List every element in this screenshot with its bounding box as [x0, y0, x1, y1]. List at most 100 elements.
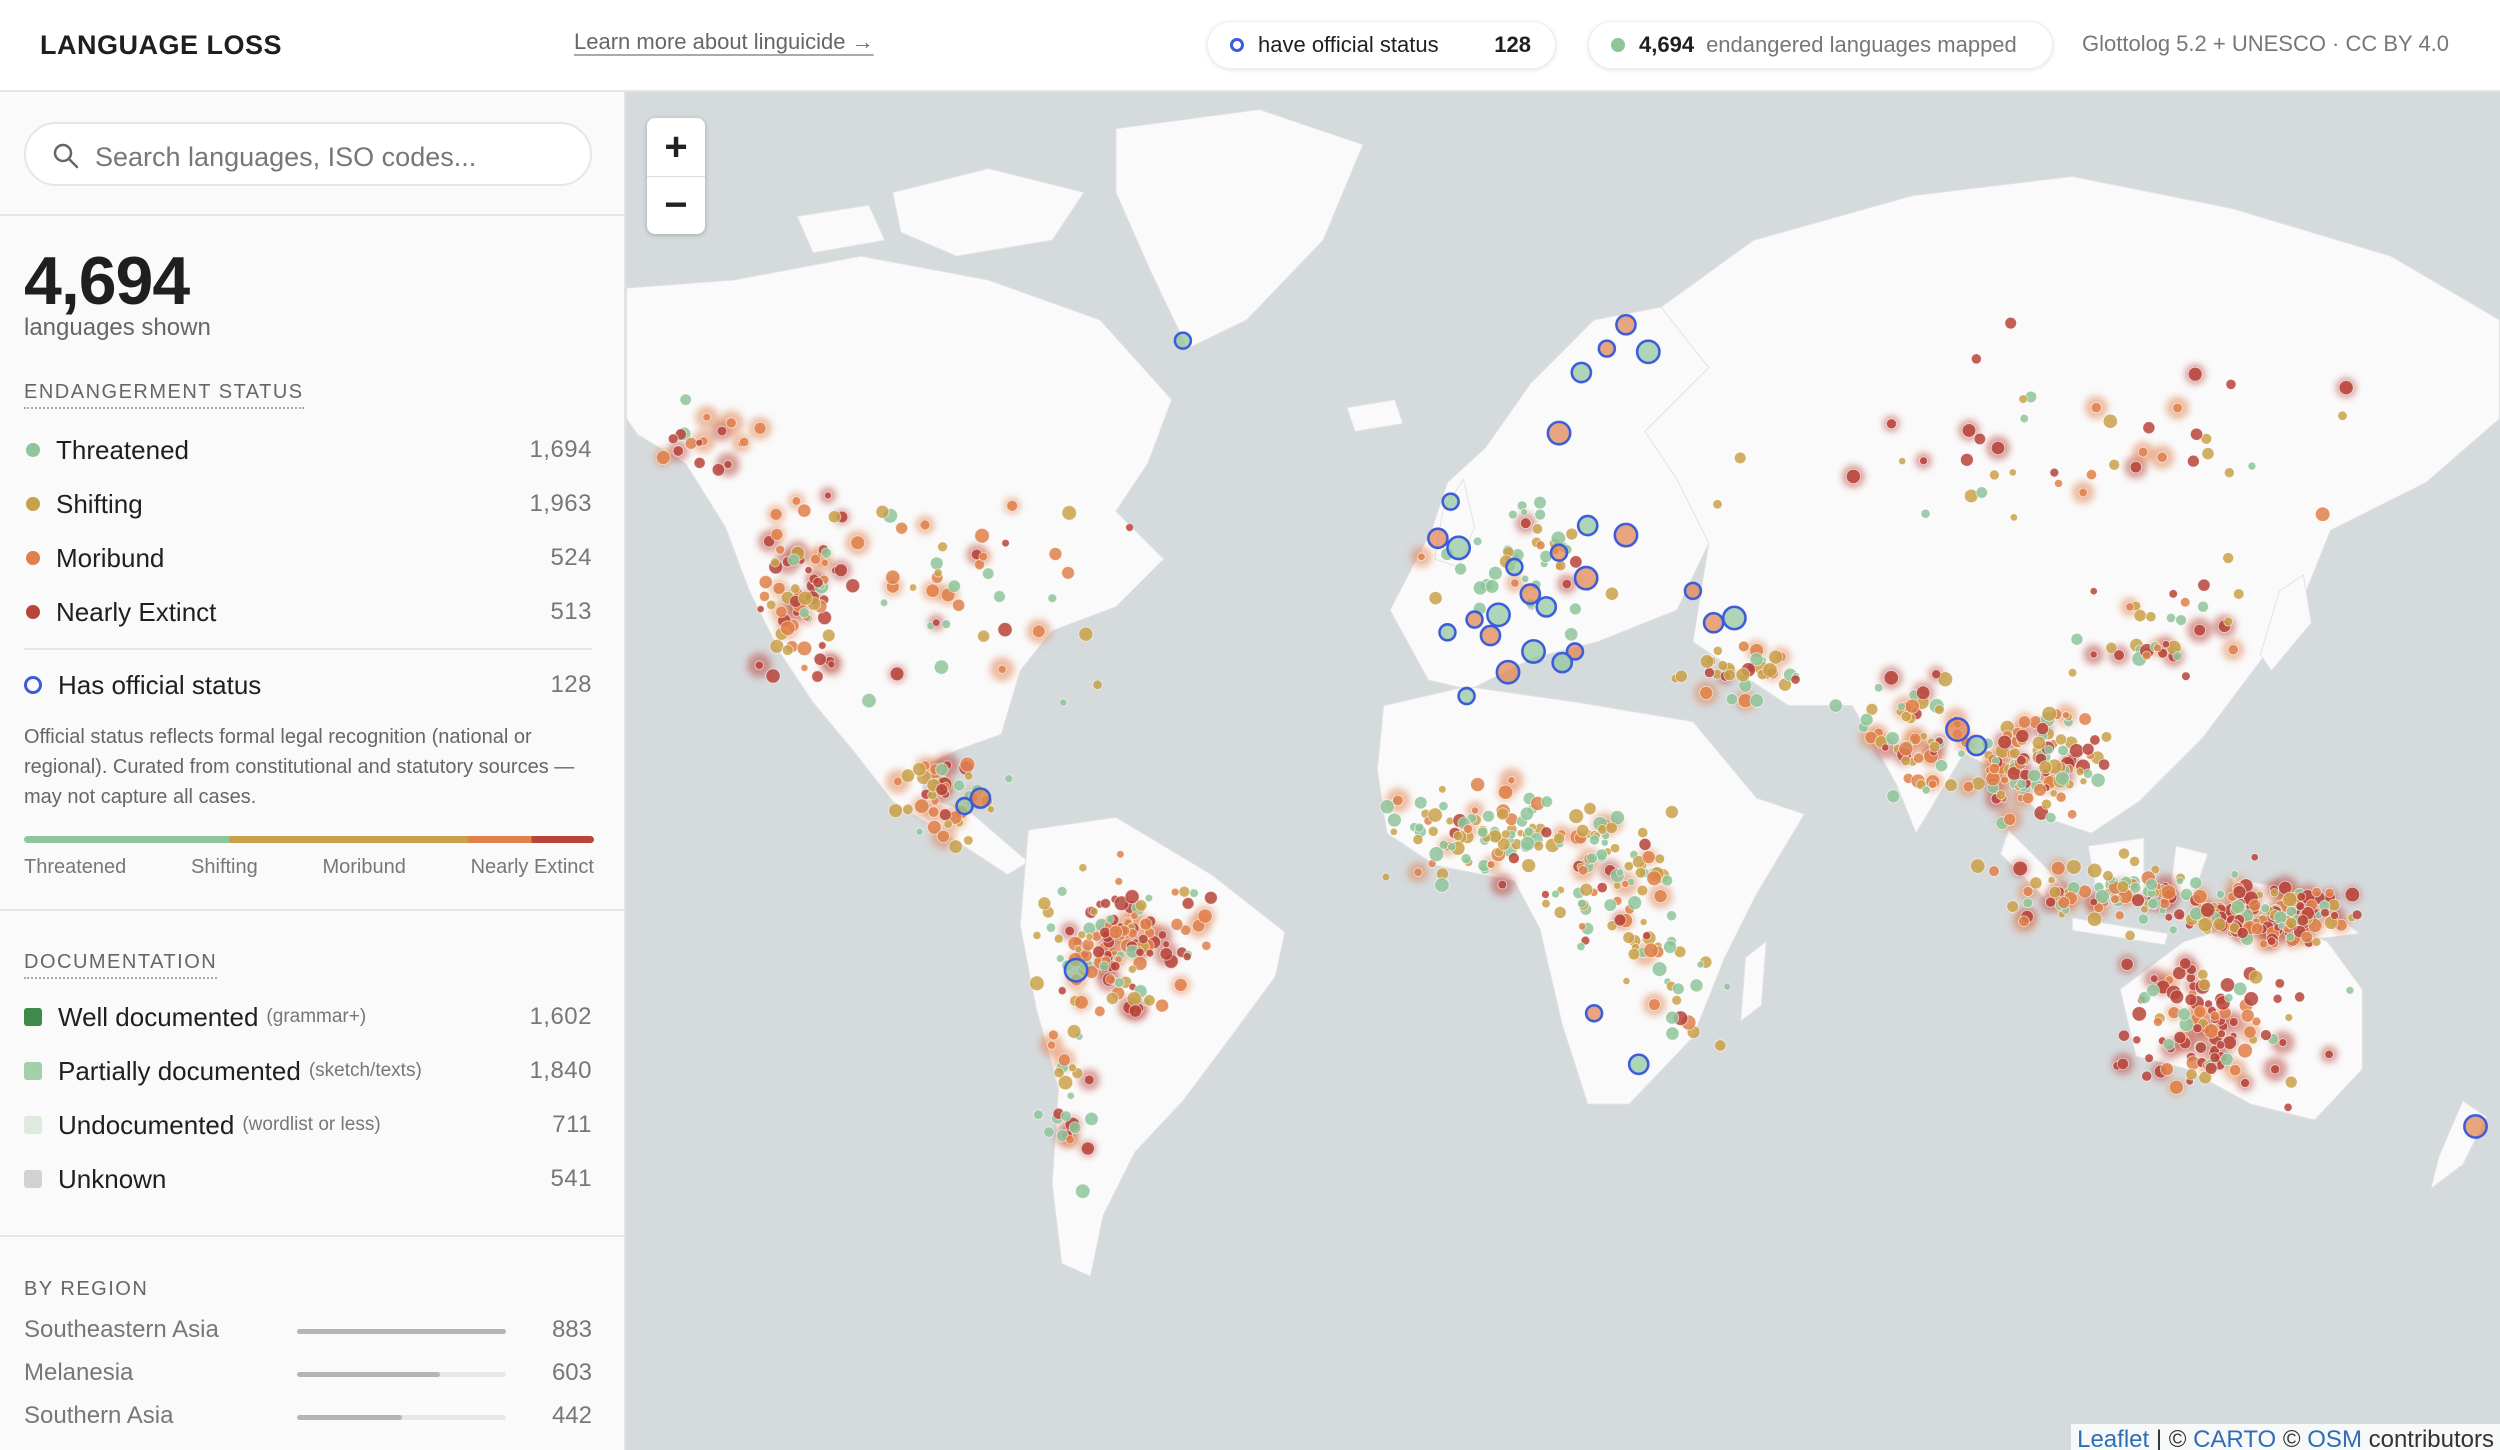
header: LANGUAGE LOSS Learn more about linguicid… [0, 0, 2500, 92]
language-dots [655, 316, 2363, 1199]
language-dot [1541, 899, 1551, 909]
language-dot [2198, 978, 2211, 992]
language-dot [1497, 784, 1514, 800]
language-dot [2185, 1068, 2198, 1081]
language-dot [2233, 981, 2248, 997]
language-dot [1484, 579, 1500, 594]
language-dot [2217, 1029, 2226, 1039]
attribution-link[interactable]: Leaflet [2077, 1426, 2150, 1450]
language-dot [953, 779, 966, 792]
language-dot [2225, 378, 2237, 390]
language-dot [2338, 380, 2354, 396]
language-dot [1665, 1010, 1679, 1025]
language-dot [2232, 885, 2247, 899]
legend-row[interactable]: Partially documented (sketch/texts) 1,840 [24, 1051, 592, 1091]
attribution-link[interactable]: OSM [2307, 1426, 2362, 1450]
language-dot [1057, 986, 1067, 996]
official-ring [1441, 492, 1460, 511]
language-dot [1883, 670, 1899, 686]
region-row[interactable]: Southeastern Asia 883 [24, 1314, 592, 1348]
language-dot [827, 510, 841, 524]
language-dot [1749, 693, 1764, 708]
language-dot [1540, 795, 1553, 808]
language-dot [2009, 747, 2021, 760]
language-dot [2054, 478, 2063, 488]
legend-row[interactable]: Shifting 1,963 [24, 484, 592, 524]
legend-row[interactable]: Well documented (grammar+) 1,602 [24, 997, 592, 1037]
status-dot [26, 497, 40, 511]
language-dot [1048, 1029, 1059, 1041]
language-dot [986, 805, 995, 814]
region-row[interactable]: Melanesia 603 [24, 1357, 592, 1391]
language-dot [753, 421, 767, 435]
language-dot [2224, 993, 2234, 1003]
language-dot [2222, 1035, 2237, 1050]
region-label: Southeastern Asia [24, 1316, 219, 1343]
language-dot [2197, 578, 2211, 592]
language-dot [2344, 886, 2361, 903]
legend-row[interactable]: Has official status 128 [24, 665, 592, 705]
language-dot [1609, 810, 1625, 826]
language-dot [1885, 731, 1900, 746]
language-dot [2048, 885, 2062, 899]
language-dot [812, 577, 824, 589]
language-dot [1561, 578, 1572, 590]
legend-row[interactable]: Nearly Extinct 513 [24, 592, 592, 632]
language-dot [2089, 650, 2098, 659]
map[interactable]: + − Leaflet | © CARTO © OSM contributors [626, 92, 2500, 1450]
zoom-out[interactable]: − [647, 176, 705, 234]
language-dot [1085, 932, 1094, 941]
language-dot [2194, 1041, 2207, 1054]
language-dot [2330, 911, 2339, 920]
language-dot [1128, 1004, 1142, 1018]
language-dot [2193, 1005, 2207, 1019]
language-dot [2243, 1025, 2257, 1039]
divider [0, 1235, 624, 1237]
language-dot [1615, 868, 1625, 877]
search-box[interactable]: Search languages, ISO codes... [24, 122, 592, 186]
legend-row[interactable]: Moribund 524 [24, 538, 592, 578]
official-ring [1573, 565, 1599, 591]
language-dot [2324, 1049, 2334, 1059]
language-dot [1699, 686, 1714, 700]
language-dot [1126, 991, 1142, 1007]
language-dot [963, 835, 974, 846]
legend-label: Has official status [58, 669, 262, 700]
language-dot [1613, 881, 1622, 890]
language-dot [1414, 796, 1428, 810]
legend-row[interactable]: Undocumented (wordlist or less) 711 [24, 1105, 592, 1145]
language-dot [804, 566, 813, 575]
region-row[interactable]: Southern Asia 442 [24, 1400, 592, 1434]
language-dot [811, 670, 824, 683]
language-dot [1124, 889, 1140, 905]
language-dot [1048, 547, 1063, 561]
language-dot [1125, 523, 1134, 532]
app-title: LANGUAGE LOSS [40, 30, 283, 60]
attribution-link[interactable]: CARTO [2193, 1426, 2277, 1450]
learn-more-link[interactable]: Learn more about linguicide → [574, 29, 874, 54]
language-dot [2116, 1057, 2129, 1070]
legend-row[interactable]: Unknown 541 [24, 1159, 592, 1199]
language-dot [787, 553, 801, 567]
language-dot [1159, 947, 1173, 961]
language-dot [2250, 853, 2259, 862]
language-dot [2140, 905, 2149, 914]
language-dot [1135, 947, 1145, 957]
language-dot [1931, 669, 1942, 680]
zoom-in[interactable]: + [664, 124, 688, 169]
language-dot [2008, 468, 2017, 477]
language-dot [1059, 698, 1068, 707]
language-dot [2150, 864, 2161, 875]
language-dot [937, 541, 948, 553]
legend-row[interactable]: Threatened 1,694 [24, 430, 592, 470]
language-dot [2006, 900, 2019, 913]
language-dot [827, 660, 836, 669]
language-dot [943, 819, 953, 830]
language-dot [1962, 780, 1975, 793]
language-dot [1970, 353, 1982, 365]
language-dot [978, 551, 989, 562]
language-dot [2270, 1064, 2281, 1075]
language-dot [1105, 991, 1119, 1005]
language-dot [2204, 1062, 2218, 1075]
language-dot [2000, 775, 2009, 785]
